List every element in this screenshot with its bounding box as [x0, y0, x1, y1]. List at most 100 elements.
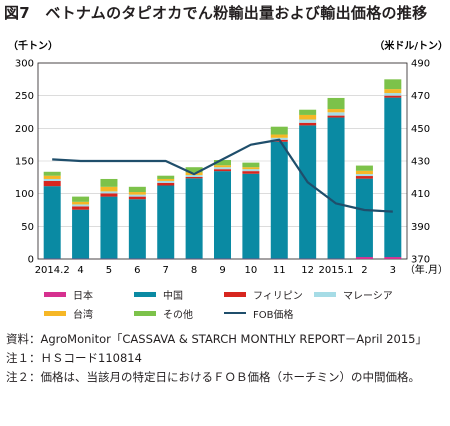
- note-row: 資料： AgroMonitor「CASSAVA & STARCH MONTHLY …: [6, 330, 446, 349]
- bar-segment: [242, 169, 260, 172]
- bar-segment: [214, 167, 231, 170]
- bar-segment: [128, 196, 146, 200]
- bar-segment: [100, 193, 118, 197]
- bar-segment: [157, 178, 175, 181]
- bar-segment: [242, 162, 260, 168]
- bar-segment: [100, 196, 118, 259]
- bar-segment: [72, 204, 90, 207]
- bar-segment: [355, 178, 373, 258]
- bar-segment: [128, 194, 146, 197]
- legend-item: マレーシア: [314, 287, 404, 302]
- bar-segment: [185, 177, 203, 179]
- y-right-tick-label: 490: [411, 59, 430, 70]
- y-left-tick-label: 200: [15, 124, 34, 135]
- bar-segment: [157, 175, 175, 179]
- legend-row: 日本 中国 フィリピン マレーシア: [44, 287, 404, 302]
- bar-segment: [270, 126, 288, 135]
- bar-segment: [185, 175, 203, 178]
- legend-label: 中国: [163, 290, 183, 302]
- x-tick-label: 2: [361, 265, 367, 276]
- bar-segment: [72, 201, 90, 205]
- x-tick-label: 2014.2: [35, 265, 70, 276]
- y-right-tick-label: 430: [411, 157, 430, 168]
- bar-segment: [384, 79, 402, 90]
- bar-segment: [43, 178, 61, 181]
- legend-label: FOB価格: [253, 309, 294, 321]
- y-right-tick-label: 370: [411, 255, 430, 266]
- notes: 資料： AgroMonitor「CASSAVA & STARCH MONTHLY …: [6, 330, 446, 387]
- note-text: 価格は、当該月の特定日におけるＦＯＢ価格（ホーチミン）の中間価格。: [40, 370, 421, 384]
- bar-segment: [43, 175, 61, 179]
- y-left-tick-label: 50: [21, 222, 34, 233]
- x-tick-label: 12: [301, 265, 314, 276]
- note-label: 資料：: [6, 332, 41, 346]
- bar-segment: [72, 196, 90, 202]
- bar-segment: [157, 182, 175, 186]
- bar-segment: [43, 180, 61, 187]
- note-label: 注２：: [6, 370, 41, 384]
- bar-segment: [299, 119, 317, 123]
- bar-segment: [128, 186, 146, 193]
- legend: 日本 中国 フィリピン マレーシア 台湾 その他 FOB価格: [44, 287, 404, 325]
- x-axis-unit: （年.月）: [405, 263, 448, 276]
- note-text: ＨＳコード110814: [40, 351, 142, 365]
- bar-segment: [157, 180, 175, 183]
- y-right-tick-label: 390: [411, 222, 430, 233]
- x-tick-label: 7: [163, 265, 169, 276]
- bar-segment: [355, 170, 373, 175]
- bar-segment: [327, 112, 345, 116]
- bar-segment: [185, 167, 203, 173]
- note-label: 注１：: [6, 351, 41, 365]
- bar-segment: [214, 160, 231, 166]
- bar-segment: [327, 97, 345, 110]
- x-tick-label: 2015.1: [319, 265, 354, 276]
- bar-segment: [242, 167, 260, 170]
- legend-label: その他: [163, 309, 193, 321]
- note-row: 注１： ＨＳコード110814: [6, 349, 446, 368]
- x-tick-label: 3: [390, 265, 396, 276]
- bar-segment: [43, 186, 61, 259]
- legend-label: 台湾: [73, 309, 93, 321]
- bar-segment: [299, 109, 317, 115]
- legend-item: FOB価格: [224, 306, 314, 321]
- bar-segment: [355, 165, 373, 171]
- bar-segment: [355, 174, 373, 177]
- bar-segment: [384, 89, 402, 94]
- x-tick-label: 6: [134, 265, 140, 276]
- x-tick-label: 9: [219, 265, 225, 276]
- x-tick-label: 11: [273, 265, 286, 276]
- bar-segment: [299, 122, 317, 126]
- bar-segment: [384, 95, 402, 98]
- note-row: 注２： 価格は、当該月の特定日におけるＦＯＢ価格（ホーチミン）の中間価格。: [6, 368, 446, 387]
- y-right-tick-label: 470: [411, 91, 430, 102]
- legend-swatch: [44, 291, 66, 297]
- legend-label: 日本: [73, 290, 93, 302]
- y-left-tick-label: 150: [15, 157, 34, 168]
- bar-segment: [242, 173, 260, 259]
- bar-segment: [270, 134, 288, 138]
- bar-segment: [299, 114, 317, 120]
- figure-title: 図7 ベトナムのタピオカでん粉輸出量および輸出価格の推移: [4, 4, 428, 22]
- bar-segment: [72, 209, 90, 259]
- legend-label: マレーシア: [343, 290, 393, 302]
- legend-swatch: [134, 291, 156, 297]
- legend-swatch: [314, 291, 336, 297]
- y-left-tick-label: 0: [28, 255, 34, 266]
- bar-segment: [355, 257, 373, 259]
- bar-segment: [128, 199, 146, 259]
- x-tick-label: 4: [77, 265, 83, 276]
- bar-segment: [299, 125, 317, 259]
- y-left-tick-label: 300: [15, 59, 34, 70]
- legend-item: 中国: [134, 287, 224, 302]
- legend-item: 日本: [44, 287, 134, 302]
- bar-segment: [327, 115, 345, 118]
- note-text: AgroMonitor「CASSAVA & STARCH MONTHLY REP…: [40, 332, 428, 346]
- bar-segment: [128, 192, 146, 195]
- legend-swatch: [44, 310, 66, 316]
- y-left-axis-label: （千トン）: [8, 39, 58, 52]
- y-right-tick-label: 450: [411, 124, 430, 135]
- bar-segment: [214, 165, 231, 168]
- y-right-tick-label: 410: [411, 189, 430, 200]
- y-left-tick-label: 100: [15, 189, 34, 200]
- legend-item: 台湾: [44, 306, 134, 321]
